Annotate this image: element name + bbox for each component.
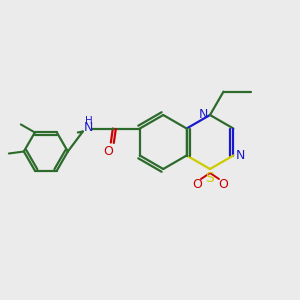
- Text: N: N: [198, 107, 208, 121]
- Text: N: N: [84, 121, 94, 134]
- Text: O: O: [218, 178, 228, 190]
- Text: O: O: [192, 178, 202, 190]
- Text: N: N: [236, 149, 245, 162]
- Text: S: S: [206, 171, 214, 185]
- Text: H: H: [85, 116, 93, 125]
- Text: O: O: [103, 145, 113, 158]
